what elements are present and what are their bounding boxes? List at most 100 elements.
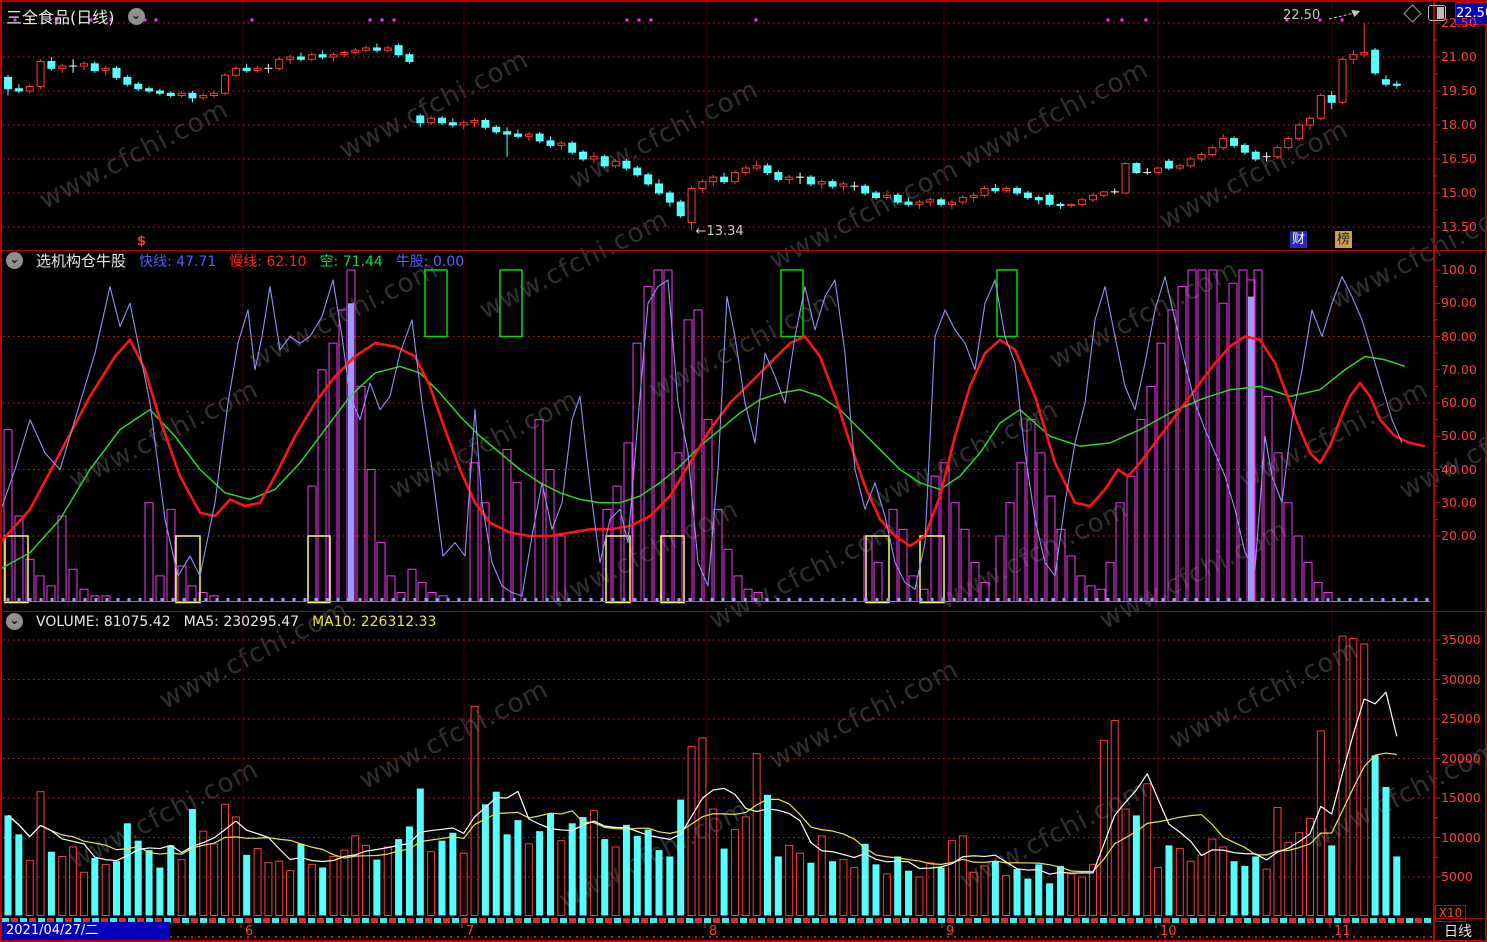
month-label: 10 xyxy=(1160,924,1177,939)
title-dropdown-icon[interactable]: ⌄ xyxy=(127,7,145,25)
indicator-hist-bar xyxy=(1076,575,1086,603)
ma10-field: MA10: 226312.33 xyxy=(312,613,437,630)
candle-down xyxy=(1327,95,1336,103)
baseline-dot xyxy=(952,598,956,601)
volume-bar-down xyxy=(1035,864,1043,916)
top-mark-dot xyxy=(1106,18,1110,22)
indicator-hist-bar xyxy=(1136,419,1146,602)
candle-down xyxy=(861,185,870,194)
candle-down xyxy=(112,67,121,78)
indicator-name[interactable]: 选机构仓牛股 xyxy=(36,252,127,270)
baseline-dot xyxy=(534,598,538,601)
candle-up xyxy=(253,67,262,72)
volume-bar-up xyxy=(1306,818,1314,916)
candle-up xyxy=(1219,138,1228,149)
baseline-dot xyxy=(1040,598,1044,601)
volume-bar-up xyxy=(1154,867,1163,917)
baseline-dot xyxy=(446,598,450,601)
volume-bar-down xyxy=(243,854,251,916)
candle-up xyxy=(1186,158,1195,167)
period-label[interactable]: 日线 xyxy=(1444,924,1472,940)
baseline-dot xyxy=(864,598,868,601)
candle-up xyxy=(1338,58,1347,103)
baseline-dot xyxy=(677,598,681,601)
timeline-dotrow xyxy=(2,936,1433,938)
baseline-dot xyxy=(116,598,120,601)
candle-up xyxy=(351,49,360,53)
candle-down xyxy=(438,117,446,124)
volume-bar-up xyxy=(221,803,229,917)
candle-up xyxy=(1078,199,1087,205)
volume-bar-down xyxy=(1241,865,1249,916)
indicator-hist-bar xyxy=(1066,555,1076,603)
indicator-hist-bar xyxy=(502,449,512,602)
indicator-hist-bar xyxy=(950,502,960,602)
candle-down xyxy=(4,76,12,90)
baseline-dot xyxy=(721,598,725,601)
volume-bar-down xyxy=(1252,856,1260,916)
candle-down xyxy=(123,76,132,85)
axis-tick-label: 19.50 xyxy=(1441,83,1477,98)
candle-up xyxy=(958,197,967,203)
split-panel-icon[interactable] xyxy=(1428,5,1446,21)
candle-up xyxy=(969,194,978,199)
candle-down xyxy=(633,167,642,176)
candle-up xyxy=(1360,51,1369,56)
baseline-dot xyxy=(1117,598,1121,601)
baseline-dot xyxy=(314,598,318,601)
baseline-dot xyxy=(1029,598,1033,601)
volume-bar-up xyxy=(915,876,924,916)
volume-field: VOLUME: 81075.42 xyxy=(36,613,171,630)
kong-signal-box xyxy=(499,269,523,338)
baseline-dot xyxy=(490,598,494,601)
volume-bar-up xyxy=(1295,832,1304,917)
indicator-dropdown-icon[interactable]: ⌄ xyxy=(6,252,23,269)
volume-bar-down xyxy=(937,867,945,916)
candle-down xyxy=(188,92,197,99)
volume-bar-up xyxy=(253,848,262,916)
baseline-dot xyxy=(1128,598,1132,601)
indicator-hist-bar xyxy=(733,575,743,603)
candle-down xyxy=(166,92,175,97)
date-badge[interactable]: 2021/04/27/二 xyxy=(2,922,170,940)
axis-tick-label: 100.0 xyxy=(1441,262,1477,277)
candle-up xyxy=(1121,163,1130,194)
top-mark-dot xyxy=(1285,18,1289,22)
baseline-dot xyxy=(732,598,736,601)
candle-down xyxy=(644,174,653,185)
candle-down xyxy=(134,83,143,90)
baseline-dot xyxy=(1139,598,1143,601)
high-annotation: 22.50 xyxy=(1283,8,1321,23)
axis-divider[interactable] xyxy=(1433,0,1435,942)
indicator-hist-bar xyxy=(556,535,566,602)
candle-up xyxy=(817,181,826,185)
indicator-hist-bar xyxy=(338,309,348,602)
candle-up xyxy=(1197,153,1206,160)
bang-badge[interactable]: 榜 xyxy=(1335,231,1352,248)
baseline-dot xyxy=(160,598,164,601)
volume-bar-up xyxy=(36,791,45,916)
border-bottom xyxy=(0,940,1487,942)
baseline-dot xyxy=(380,598,384,601)
baseline-dot xyxy=(1381,598,1385,601)
baseline-dot xyxy=(1073,598,1077,601)
indicator-hist-bar xyxy=(469,462,479,602)
baseline-dot xyxy=(996,598,1000,601)
baseline-dot xyxy=(512,598,516,601)
candle-up xyxy=(307,54,316,60)
candle-up xyxy=(839,183,848,187)
indicator-hist-bar xyxy=(386,575,396,603)
candle-up xyxy=(752,165,761,169)
volume-bar-up xyxy=(307,863,316,916)
cai-badge[interactable]: 财 xyxy=(1290,231,1307,248)
indicator-hist-bar xyxy=(376,542,386,603)
indicator-hist-bar xyxy=(407,568,417,602)
candle-down xyxy=(893,194,902,203)
slow-line xyxy=(0,335,1426,548)
candle-down xyxy=(448,122,457,126)
candle-up xyxy=(470,119,479,124)
volume-bar-down xyxy=(1132,815,1140,916)
baseline-dot xyxy=(622,598,626,601)
volume-dropdown-icon[interactable]: ⌄ xyxy=(6,613,23,630)
